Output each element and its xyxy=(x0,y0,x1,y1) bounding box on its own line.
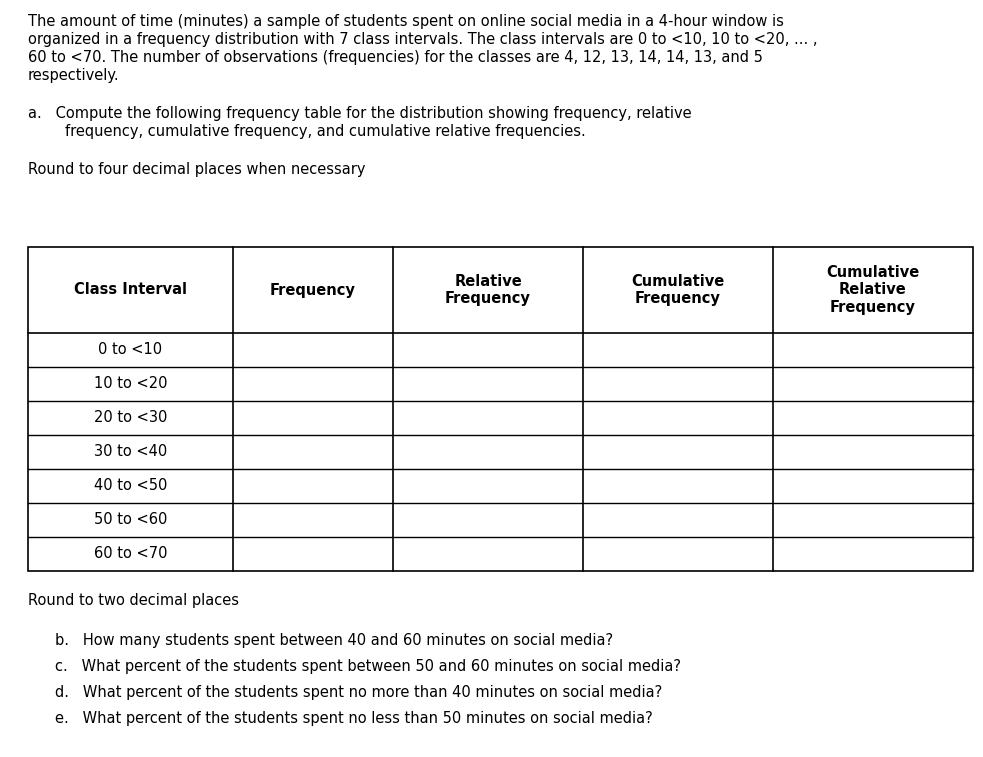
Text: 60 to <70. The number of observations (frequencies) for the classes are 4, 12, 1: 60 to <70. The number of observations (f… xyxy=(28,50,763,65)
Text: 40 to <50: 40 to <50 xyxy=(93,478,167,494)
Text: Class Interval: Class Interval xyxy=(74,282,187,298)
Text: Relative
Frequency: Relative Frequency xyxy=(445,274,531,306)
Text: The amount of time (minutes) a sample of students spent on online social media i: The amount of time (minutes) a sample of… xyxy=(28,14,783,29)
Text: Cumulative
Relative
Frequency: Cumulative Relative Frequency xyxy=(827,265,920,315)
Text: e.   What percent of the students spent no less than 50 minutes on social media?: e. What percent of the students spent no… xyxy=(55,711,653,726)
Text: Round to four decimal places when necessary: Round to four decimal places when necess… xyxy=(28,162,366,177)
Text: b.   How many students spent between 40 and 60 minutes on social media?: b. How many students spent between 40 an… xyxy=(55,633,613,648)
Text: 30 to <40: 30 to <40 xyxy=(93,444,167,459)
Text: Frequency: Frequency xyxy=(270,282,356,298)
Text: 50 to <60: 50 to <60 xyxy=(93,512,167,528)
Text: d.   What percent of the students spent no more than 40 minutes on social media?: d. What percent of the students spent no… xyxy=(55,685,663,700)
Text: a.   Compute the following frequency table for the distribution showing frequenc: a. Compute the following frequency table… xyxy=(28,106,692,121)
Text: organized in a frequency distribution with 7 class intervals. The class interval: organized in a frequency distribution wi… xyxy=(28,32,818,47)
Bar xyxy=(28,247,973,571)
Text: Round to two decimal places: Round to two decimal places xyxy=(28,593,239,608)
Text: 10 to <20: 10 to <20 xyxy=(93,376,167,391)
Text: 60 to <70: 60 to <70 xyxy=(93,547,167,562)
Text: Cumulative
Frequency: Cumulative Frequency xyxy=(631,274,724,306)
Text: 0 to <10: 0 to <10 xyxy=(98,342,162,357)
Text: frequency, cumulative frequency, and cumulative relative frequencies.: frequency, cumulative frequency, and cum… xyxy=(28,124,586,139)
Text: 20 to <30: 20 to <30 xyxy=(93,410,167,425)
Text: respectively.: respectively. xyxy=(28,68,120,83)
Text: c.   What percent of the students spent between 50 and 60 minutes on social medi: c. What percent of the students spent be… xyxy=(55,659,681,674)
